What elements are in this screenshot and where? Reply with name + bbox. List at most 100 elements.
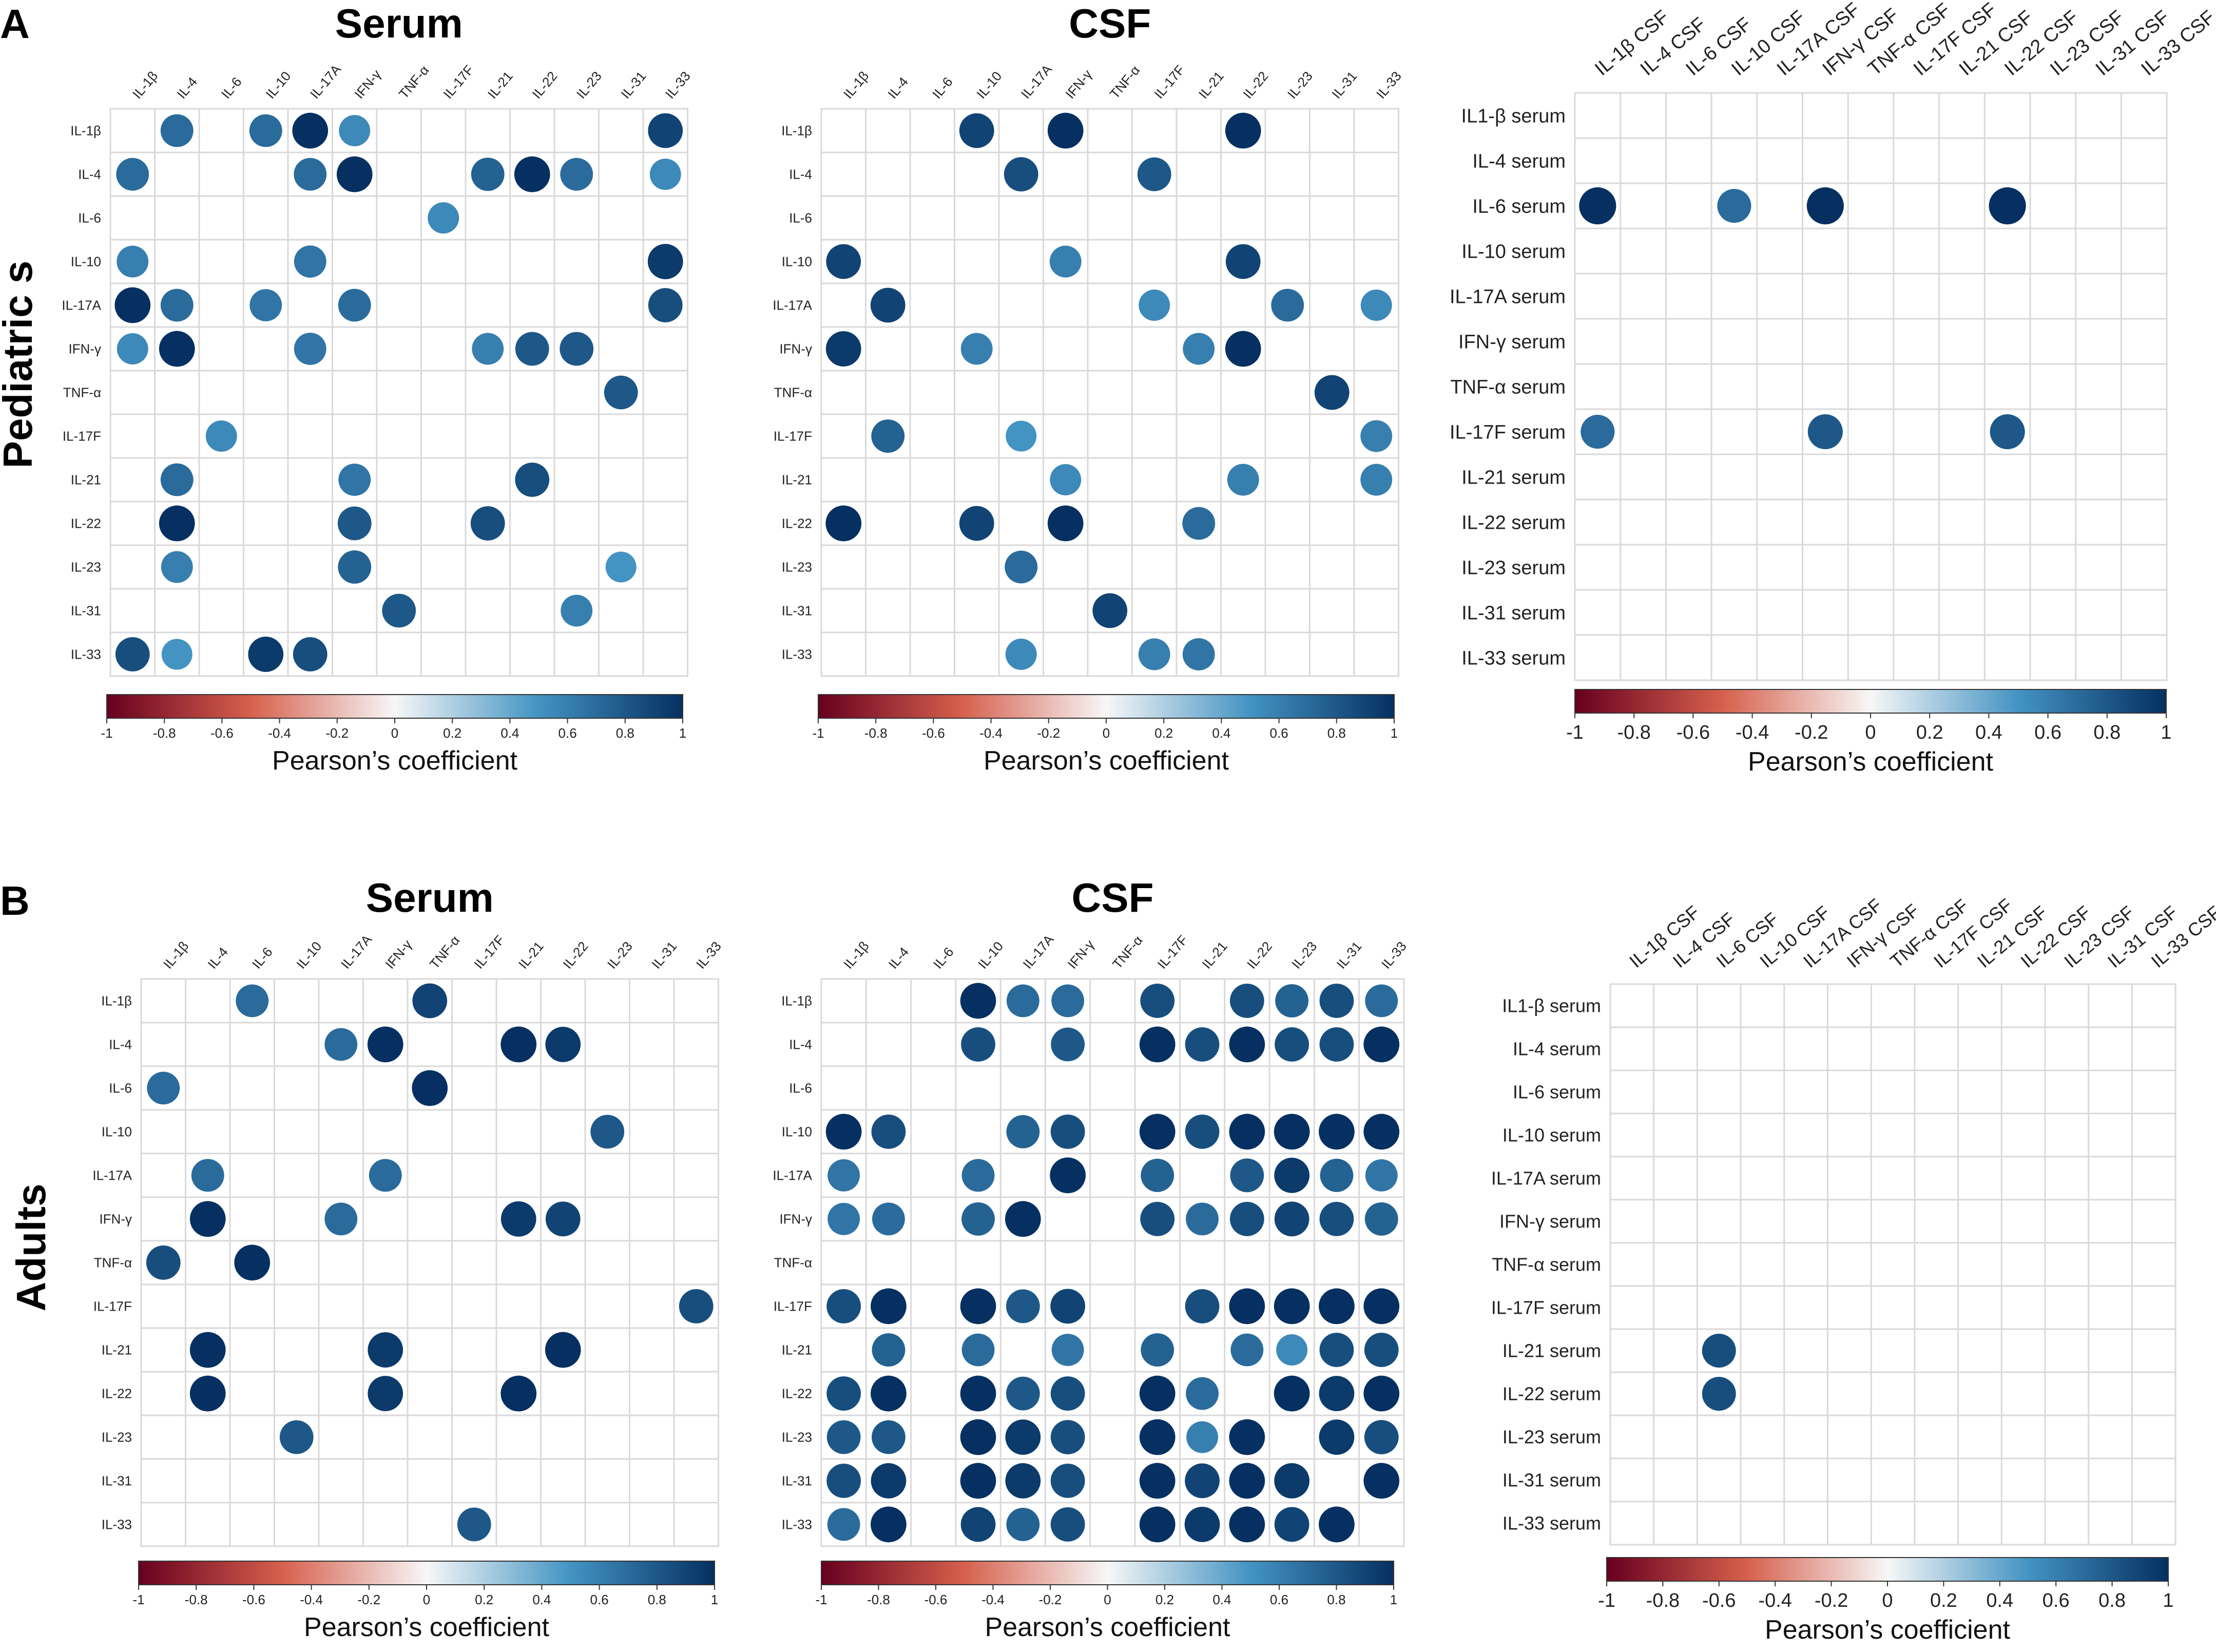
correlation-dot — [1275, 1027, 1309, 1062]
x-tick-label: IL-10 — [975, 938, 1006, 972]
grid-border — [820, 108, 1399, 677]
correlation-dot — [1227, 464, 1259, 496]
correlation-dot — [189, 1201, 226, 1237]
y-tick-label: IL-31 serum — [1502, 1470, 1601, 1491]
x-tick-label: IL-17A — [1018, 61, 1055, 101]
x-tick-label: IL-33 — [1373, 68, 1404, 102]
correlation-dot — [1364, 1333, 1399, 1367]
colorbar — [818, 694, 1395, 719]
correlation-dot — [648, 288, 683, 322]
colorbar-tick-label: -0.2 — [325, 725, 349, 741]
correlation-dot — [294, 158, 327, 191]
x-tick-label: IL-31 — [1328, 68, 1360, 102]
correlation-dot — [115, 637, 150, 671]
colorbar-tick-label: 0.6 — [1270, 1592, 1288, 1607]
correlation-dot — [1138, 638, 1170, 670]
colorbar-tick-label: -1 — [132, 1592, 144, 1607]
y-tick-label: IFN-γ — [99, 1212, 132, 1227]
x-tick-label: IL-1β — [160, 938, 191, 972]
correlation-dot — [1051, 1027, 1085, 1062]
x-tick-label: IL-1β — [129, 68, 161, 102]
correlation-dot — [1051, 984, 1085, 1017]
y-tick-label: IL-4 — [78, 167, 101, 182]
correlation-dot — [872, 1420, 905, 1454]
correlation-dot — [1186, 1202, 1219, 1236]
x-tick-label: IL-4 — [174, 74, 200, 102]
correlation-dot — [961, 1159, 995, 1192]
grid-border — [140, 978, 719, 1547]
correlation-dot — [161, 551, 193, 583]
correlation-dot — [560, 158, 593, 191]
correlation-dot — [1274, 1507, 1309, 1542]
colorbar-tick-label: 0.8 — [648, 1592, 666, 1607]
correlation-dot — [1139, 1026, 1176, 1063]
correlation-dot — [1006, 1508, 1040, 1541]
correlation-dot — [114, 287, 151, 323]
chart-title: Serum — [335, 1, 463, 46]
correlation-dot — [205, 420, 237, 452]
colorbar-tick-label: -0.6 — [924, 1592, 948, 1607]
correlation-dot — [545, 1027, 581, 1062]
y-tick-label: IL-6 serum — [1472, 196, 1566, 217]
correlation-dot — [147, 1071, 180, 1105]
y-tick-label: TNF-α serum — [1450, 376, 1566, 398]
correlation-dot — [960, 1463, 996, 1499]
correlation-dot — [1360, 420, 1393, 452]
correlation-dot — [470, 506, 505, 541]
colorbar-tick-label: 0.8 — [1327, 725, 1346, 741]
correlation-dot — [1139, 290, 1170, 321]
y-tick-label: IL-4 — [789, 1037, 812, 1052]
correlation-dot — [292, 112, 329, 149]
x-tick-label: IL-31 — [1334, 938, 1365, 972]
y-tick-label: IL-22 — [71, 516, 101, 531]
correlation-dot — [1185, 1115, 1220, 1149]
correlation-dot — [1185, 1289, 1220, 1323]
colorbar-label: Pearson’s coefficient — [304, 1612, 549, 1642]
correlation-dot — [1319, 1288, 1355, 1324]
colorbar-tick-label: 0.6 — [2034, 722, 2061, 743]
correlation-dot — [236, 984, 269, 1017]
correlation-dot — [1050, 1289, 1086, 1324]
y-tick-label: IL-33 serum — [1461, 647, 1566, 669]
correlation-dot — [189, 1375, 226, 1412]
x-tick-label: IL-31 — [648, 938, 680, 972]
correlation-dot — [590, 1115, 625, 1149]
correlation-dot — [1579, 187, 1616, 225]
grid — [1609, 983, 2176, 1546]
correlation-dot — [1186, 1421, 1218, 1453]
correlation-dot — [1319, 1027, 1354, 1062]
correlation-dot — [826, 1464, 861, 1498]
correlation-dot — [1230, 1333, 1264, 1367]
correlation-dot — [324, 1028, 358, 1061]
correlation-dot — [146, 1245, 181, 1280]
y-tick-label: IL-17A serum — [1491, 1168, 1601, 1189]
y-tick-label: IL-17A — [773, 298, 812, 313]
colorbar-tick-label: 0.6 — [1270, 725, 1288, 741]
correlation-dot — [1050, 1507, 1085, 1542]
correlation-dot — [960, 333, 993, 365]
colorbar-tick-label: 0.8 — [1327, 1592, 1345, 1607]
correlation-dot — [1363, 1113, 1400, 1150]
chart-b-csf: CSFIL-1βIL-4IL-6IL-10IL-17AIFN-γTNF-αIL-… — [773, 875, 1410, 1642]
y-tick-label: IL-22 — [782, 1386, 812, 1401]
y-tick-label: IL-10 — [71, 254, 101, 270]
y-tick-label: IL-6 serum — [1513, 1082, 1601, 1103]
y-tick-label: IL-33 serum — [1502, 1513, 1601, 1534]
correlation-dot — [338, 550, 372, 584]
colorbar-label: Pearson’s coefficient — [985, 1612, 1230, 1642]
y-tick-label: TNF-α — [94, 1255, 132, 1271]
correlation-dot — [604, 375, 638, 410]
y-tick-label: TNF-α — [63, 385, 101, 400]
colorbar-tick-label: -0.6 — [1702, 1590, 1736, 1611]
y-tick-label: IL-10 — [102, 1124, 132, 1140]
colorbar-tick-label: 0.4 — [1212, 725, 1230, 741]
x-tick-label: IL-22 — [1244, 938, 1275, 972]
chart-a-csf: CSFIL-1βIL-4IL-6IL-10IL-17AIFN-γTNF-αIL-… — [773, 1, 1404, 776]
x-tick-label: IL-23 — [1284, 68, 1316, 102]
correlation-dot — [1092, 593, 1128, 628]
colorbar-tick-label: 1 — [1390, 1592, 1397, 1607]
correlation-dot — [382, 593, 416, 628]
colorbar-tick-label: 1 — [1391, 725, 1398, 741]
x-tick-label: IL-22 — [1240, 68, 1271, 102]
colorbar-tick-label: 0.6 — [2042, 1590, 2070, 1611]
